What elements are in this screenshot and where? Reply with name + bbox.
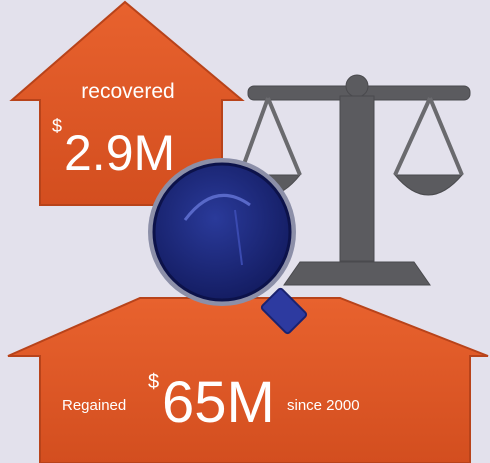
regained-currency: $ [148, 371, 159, 393]
regained-note: since 2000 [287, 397, 360, 414]
recovered-currency: $ [52, 116, 62, 136]
recovered-label: recovered [81, 80, 174, 103]
recovered-amount: 2.9M [64, 125, 175, 181]
scales-icon [238, 74, 471, 286]
up-arrow [9, 0, 245, 206]
magnifier-icon [148, 158, 308, 335]
regained-label: Regained [62, 397, 126, 414]
regained-amount: 65M [162, 370, 275, 435]
